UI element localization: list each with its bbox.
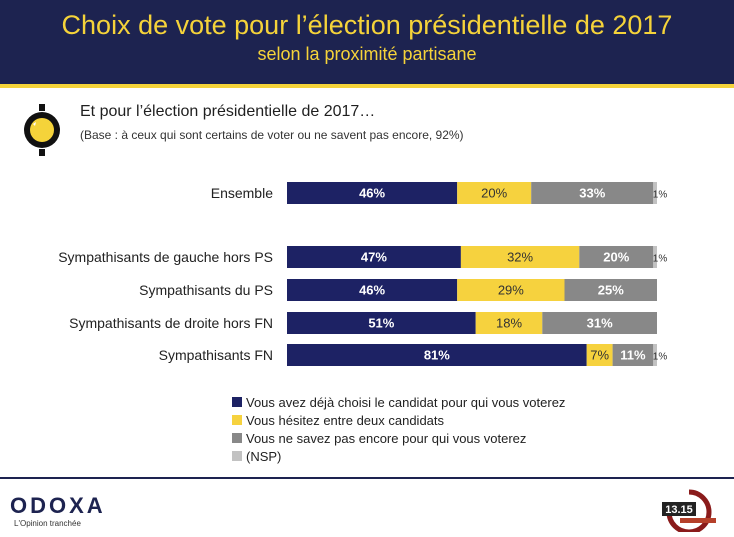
category-label: Ensemble <box>211 185 273 201</box>
bar-segment <box>287 312 476 334</box>
bar-segment <box>457 182 532 204</box>
bar-segment <box>460 246 580 268</box>
legend-item: Vous avez déjà choisi le candidat pour q… <box>232 393 565 411</box>
legend-swatch <box>232 433 242 443</box>
data-label: 51% <box>368 316 394 331</box>
stacked-bar-chart: Ensemble 46% 20% 33% 1% Sympathisants de gauc… <box>58 182 668 366</box>
legend-label: Vous avez déjà choisi le candidat pour q… <box>246 394 566 410</box>
base-note: (Base : à ceux qui sont certains de vote… <box>80 128 464 142</box>
bar-segment <box>287 246 461 268</box>
header-banner: Choix de vote pour l’élection présidenti… <box>0 0 734 84</box>
bar-segment <box>564 279 657 301</box>
bar-segment <box>531 182 654 204</box>
data-label: 18% <box>496 316 522 331</box>
bar-segment <box>612 344 654 366</box>
bar-segment <box>287 182 458 204</box>
legend-item: (NSP) <box>232 447 565 465</box>
category-label: Sympathisants de gauche hors PS <box>58 249 273 265</box>
header-divider <box>0 84 734 88</box>
data-label: 25% <box>598 283 624 298</box>
bar-segment <box>542 312 657 334</box>
bar-segment <box>653 344 657 366</box>
bar-segment <box>287 279 458 301</box>
data-label: 32% <box>507 250 533 265</box>
data-label: 20% <box>603 250 629 265</box>
bar-segment <box>475 312 543 334</box>
page-subtitle: selon la proximité partisane <box>257 44 477 64</box>
legend-swatch <box>232 451 242 461</box>
legend-label: Vous ne savez pas encore pour qui vous v… <box>246 430 527 446</box>
data-label: 81% <box>424 348 450 363</box>
bar-segment <box>287 344 587 366</box>
data-label: 47% <box>361 250 387 265</box>
legend-label: (NSP) <box>246 448 282 464</box>
page-title: Choix de vote pour l’élection présidenti… <box>61 10 673 40</box>
legend-label: Vous hésitez entre deux candidats <box>246 412 445 428</box>
chart-legend: Vous avez déjà choisi le candidat pour q… <box>232 393 565 465</box>
legend-item: Vous hésitez entre deux candidats <box>232 411 565 429</box>
bar-segment <box>457 279 565 301</box>
category-label: Sympathisants FN <box>159 347 273 363</box>
odoxa-badge-icon <box>24 104 60 156</box>
legend-swatch <box>232 415 242 425</box>
data-label: 20% <box>481 186 507 201</box>
bar-segment <box>579 246 654 268</box>
question-text: Et pour l’élection présidentielle de 201… <box>80 103 376 120</box>
bar-segment <box>653 246 657 268</box>
partner-logo: 13.15 <box>662 489 716 532</box>
bar-segment <box>653 182 657 204</box>
category-label: Sympathisants du PS <box>139 282 273 298</box>
legend-item: Vous ne savez pas encore pour qui vous v… <box>232 429 565 447</box>
bar-segment <box>586 344 613 366</box>
data-label: 33% <box>579 186 605 201</box>
data-label: 11% <box>620 348 646 363</box>
partner-logo-text: 13.15 <box>665 504 693 516</box>
data-label: 29% <box>498 283 524 298</box>
footer-divider <box>0 477 734 479</box>
data-label: 1% <box>653 254 668 265</box>
odoxa-logo: ODOXA <box>10 493 106 518</box>
legend-swatch <box>232 397 242 407</box>
data-label: 46% <box>359 283 385 298</box>
odoxa-tagline: L'Opinion tranchée <box>14 519 81 528</box>
data-label: 46% <box>359 186 385 201</box>
data-label: 7% <box>590 348 609 363</box>
data-label: 31% <box>587 316 613 331</box>
data-label: 1% <box>653 190 668 201</box>
category-label: Sympathisants de droite hors FN <box>69 315 273 331</box>
data-label: 1% <box>653 352 668 363</box>
